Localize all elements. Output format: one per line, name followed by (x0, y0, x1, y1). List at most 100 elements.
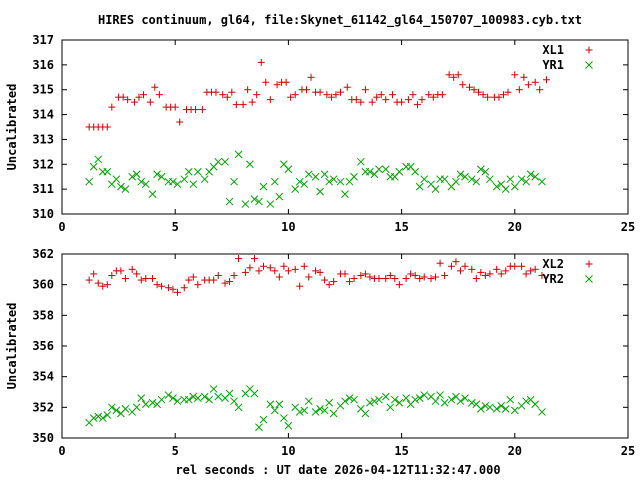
data-point (402, 394, 410, 402)
data-point (456, 397, 465, 406)
data-point (185, 276, 193, 284)
data-point (395, 398, 404, 407)
data-point (284, 421, 293, 430)
data-point (266, 400, 275, 409)
data-point (484, 93, 492, 101)
x-tick-label: 0 (58, 444, 65, 458)
legend-marker (585, 260, 593, 268)
data-point (436, 391, 444, 399)
data-point (140, 91, 148, 99)
data-point (189, 392, 198, 401)
data-point (103, 411, 112, 419)
data-point (275, 400, 284, 409)
data-point (128, 172, 137, 181)
data-point (303, 86, 311, 94)
x-tick-label: 15 (394, 220, 408, 234)
data-point (418, 96, 426, 104)
data-point (389, 91, 397, 99)
data-point (350, 275, 358, 283)
data-point (241, 200, 250, 208)
data-point (461, 262, 469, 270)
top-panel: 0 5 10 15 20 25 310 311 312 313 314 315 316 317 Uncali… (5, 33, 635, 234)
data-point (169, 394, 177, 402)
data-point (130, 98, 138, 106)
data-point (542, 76, 550, 84)
data-point (89, 414, 98, 422)
data-point (193, 394, 202, 402)
data-point (148, 398, 157, 407)
data-point (450, 73, 458, 81)
data-point (226, 278, 234, 286)
data-point (327, 93, 335, 101)
data-point (486, 403, 494, 412)
data-point (330, 278, 338, 286)
data-point (137, 276, 145, 284)
data-point (429, 93, 437, 101)
data-point (481, 271, 489, 279)
data-point (169, 177, 177, 186)
data-point (506, 175, 515, 184)
data-point (275, 192, 284, 201)
data-point (99, 282, 107, 290)
data-point (255, 423, 263, 432)
data-point (411, 395, 420, 404)
data-point (336, 88, 344, 96)
data-point (427, 275, 435, 283)
data-point (531, 400, 540, 409)
series-YR2 (85, 385, 546, 432)
data-point (141, 180, 150, 189)
data-point (391, 275, 399, 283)
data-point (341, 270, 349, 278)
data-point (390, 395, 399, 404)
x-axis-label: rel seconds : UT date 2026-04-12T11:32:4… (175, 463, 500, 477)
data-point (103, 281, 111, 289)
data-point (248, 98, 256, 106)
data-point (395, 167, 404, 176)
data-point (431, 397, 440, 406)
data-point (361, 86, 369, 94)
data-point (432, 273, 440, 281)
data-point (440, 175, 449, 184)
y-tick-label: 317 (32, 33, 54, 47)
y-axis-label: Uncalibrated (5, 303, 19, 390)
data-point (447, 395, 456, 404)
data-point (85, 177, 94, 186)
data-point (497, 270, 505, 278)
data-point (296, 282, 304, 290)
data-point (193, 167, 202, 176)
data-point (395, 281, 403, 289)
data-point (329, 409, 338, 418)
data-point (234, 150, 243, 159)
data-point (94, 279, 102, 287)
data-point (271, 267, 279, 275)
data-point (316, 405, 324, 413)
data-point (472, 177, 481, 186)
data-point (475, 88, 483, 96)
data-point (461, 172, 469, 181)
data-point (477, 268, 485, 276)
data-point (219, 91, 227, 99)
data-point (531, 265, 539, 273)
data-point (221, 279, 229, 287)
data-point (536, 86, 544, 94)
data-point (259, 182, 268, 191)
data-point (117, 267, 125, 275)
data-point (366, 167, 374, 176)
data-point (280, 262, 288, 270)
data-point (171, 103, 179, 111)
data-point (420, 175, 429, 184)
data-point (411, 167, 420, 176)
data-point (492, 182, 501, 191)
data-point (164, 284, 172, 292)
data-point (307, 73, 315, 81)
data-point (90, 270, 98, 278)
data-point (157, 172, 166, 181)
data-point (481, 167, 490, 176)
data-point (510, 182, 519, 191)
data-point (325, 281, 333, 289)
data-point (133, 270, 141, 278)
data-point (132, 403, 141, 412)
